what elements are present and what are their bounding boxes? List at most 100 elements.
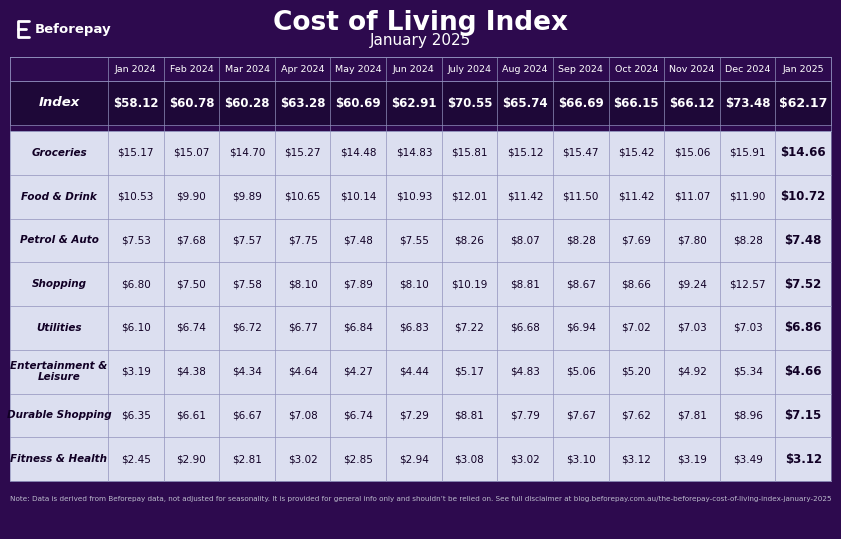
Text: $6.61: $6.61	[177, 410, 206, 420]
Text: $9.24: $9.24	[677, 279, 707, 289]
Text: Sep 2024: Sep 2024	[558, 65, 603, 73]
Text: $3.49: $3.49	[733, 454, 763, 464]
Text: $7.55: $7.55	[399, 236, 429, 245]
Text: $7.02: $7.02	[621, 323, 651, 333]
Text: $2.81: $2.81	[232, 454, 262, 464]
Text: $4.92: $4.92	[677, 367, 707, 377]
Text: $3.02: $3.02	[510, 454, 540, 464]
Bar	[10, 218, 831, 262]
Text: $7.75: $7.75	[288, 236, 318, 245]
Text: Durable Shopping: Durable Shopping	[7, 410, 111, 420]
Text: Cost of Living Index: Cost of Living Index	[273, 10, 568, 36]
Text: $7.53: $7.53	[121, 236, 151, 245]
Text: Groceries: Groceries	[31, 148, 87, 158]
Text: $4.38: $4.38	[177, 367, 206, 377]
Text: $15.91: $15.91	[729, 148, 766, 158]
Text: $66.12: $66.12	[669, 96, 715, 109]
Text: $5.06: $5.06	[566, 367, 595, 377]
Text: Mar 2024: Mar 2024	[225, 65, 269, 73]
Text: $6.83: $6.83	[399, 323, 429, 333]
Bar	[10, 393, 831, 437]
Text: $4.83: $4.83	[510, 367, 540, 377]
Text: $7.57: $7.57	[232, 236, 262, 245]
Text: $5.34: $5.34	[733, 367, 763, 377]
Text: Fitness & Health: Fitness & Health	[10, 454, 108, 464]
Text: $14.70: $14.70	[229, 148, 265, 158]
Text: $8.28: $8.28	[566, 236, 595, 245]
Text: Jun 2024: Jun 2024	[393, 65, 435, 73]
Text: $4.66: $4.66	[785, 365, 822, 378]
Text: $2.94: $2.94	[399, 454, 429, 464]
Text: $4.64: $4.64	[288, 367, 318, 377]
Text: $15.47: $15.47	[563, 148, 599, 158]
Text: $15.17: $15.17	[118, 148, 154, 158]
Text: $7.22: $7.22	[455, 323, 484, 333]
Text: Aug 2024: Aug 2024	[502, 65, 547, 73]
Text: $10.72: $10.72	[780, 190, 826, 203]
Text: $14.48: $14.48	[340, 148, 377, 158]
Text: $60.69: $60.69	[336, 96, 381, 109]
Text: $4.44: $4.44	[399, 367, 429, 377]
Text: $11.42: $11.42	[618, 192, 654, 202]
Text: $3.12: $3.12	[785, 453, 822, 466]
Text: Utilities: Utilities	[36, 323, 82, 333]
Text: $9.89: $9.89	[232, 192, 262, 202]
Text: $7.08: $7.08	[288, 410, 318, 420]
Text: Note: Data is derived from Beforepay data, not adjusted for seasonality. It is p: Note: Data is derived from Beforepay dat…	[10, 496, 831, 502]
Text: $10.14: $10.14	[340, 192, 377, 202]
Text: May 2024: May 2024	[335, 65, 382, 73]
Text: $4.34: $4.34	[232, 367, 262, 377]
Text: $7.03: $7.03	[677, 323, 706, 333]
Text: $62.91: $62.91	[391, 96, 436, 109]
Text: Shopping: Shopping	[31, 279, 87, 289]
Text: $6.74: $6.74	[343, 410, 373, 420]
Text: $11.90: $11.90	[729, 192, 766, 202]
Text: $12.57: $12.57	[729, 279, 766, 289]
Text: $3.10: $3.10	[566, 454, 595, 464]
Text: Oct 2024: Oct 2024	[615, 65, 658, 73]
Text: $11.50: $11.50	[563, 192, 599, 202]
Text: $62.17: $62.17	[779, 96, 828, 109]
Text: $7.79: $7.79	[510, 410, 540, 420]
Bar	[10, 175, 831, 218]
Text: $10.93: $10.93	[396, 192, 432, 202]
Bar	[10, 306, 831, 350]
Text: $7.89: $7.89	[343, 279, 373, 289]
Text: $63.28: $63.28	[280, 96, 325, 109]
Text: $7.03: $7.03	[733, 323, 763, 333]
Text: $15.81: $15.81	[452, 148, 488, 158]
Text: $6.67: $6.67	[232, 410, 262, 420]
Text: $15.06: $15.06	[674, 148, 710, 158]
Bar	[10, 437, 831, 481]
Text: Beforepay: Beforepay	[35, 23, 112, 36]
Text: $14.83: $14.83	[395, 148, 432, 158]
Text: $5.17: $5.17	[455, 367, 484, 377]
Text: $8.26: $8.26	[455, 236, 484, 245]
Text: $66.15: $66.15	[614, 96, 659, 109]
Text: Index: Index	[39, 96, 80, 109]
Text: Nov 2024: Nov 2024	[669, 65, 715, 73]
Text: $6.74: $6.74	[177, 323, 206, 333]
Bar	[10, 350, 831, 393]
Bar	[10, 125, 831, 131]
Text: $7.29: $7.29	[399, 410, 429, 420]
Text: $15.42: $15.42	[618, 148, 654, 158]
Text: $8.66: $8.66	[621, 279, 651, 289]
Text: $60.28: $60.28	[225, 96, 270, 109]
Text: Apr 2024: Apr 2024	[281, 65, 325, 73]
Text: $66.69: $66.69	[558, 96, 604, 109]
Text: $10.65: $10.65	[284, 192, 320, 202]
Text: $2.85: $2.85	[343, 454, 373, 464]
Text: $3.08: $3.08	[455, 454, 484, 464]
Text: Entertainment &
Leisure: Entertainment & Leisure	[10, 361, 108, 383]
Text: $8.28: $8.28	[733, 236, 763, 245]
Text: $6.84: $6.84	[343, 323, 373, 333]
Text: Jan 2025: Jan 2025	[782, 65, 824, 73]
Text: $7.62: $7.62	[621, 410, 651, 420]
Text: $6.72: $6.72	[232, 323, 262, 333]
Text: $70.55: $70.55	[447, 96, 492, 109]
Text: $6.80: $6.80	[121, 279, 151, 289]
Text: Feb 2024: Feb 2024	[170, 65, 214, 73]
Text: $14.66: $14.66	[780, 147, 826, 160]
Text: $7.52: $7.52	[785, 278, 822, 291]
